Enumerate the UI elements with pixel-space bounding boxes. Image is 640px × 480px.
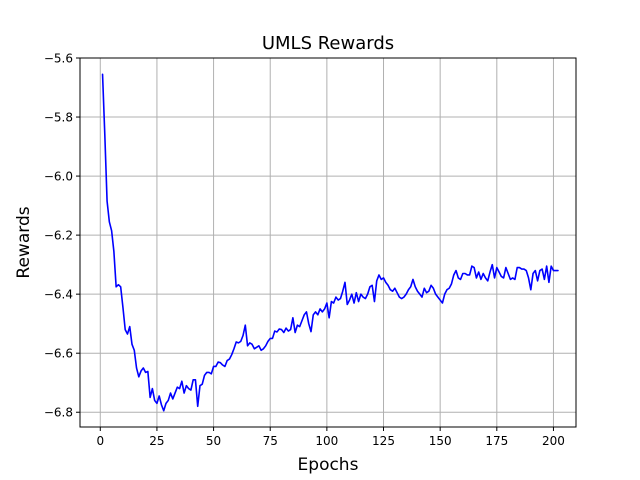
grid-lines (80, 57, 576, 427)
series-layer (101, 73, 559, 412)
y-tick-label: −5.6 (44, 52, 73, 66)
x-axis-ticks: 0 25 50 75 100 125 150 175 200 (96, 427, 565, 448)
y-axis-ticks: −6.8 −6.6 −6.4 −6.2 −6.0 −5.8 −5.6 (44, 52, 80, 420)
chart-title: UMLS Rewards (262, 33, 394, 54)
plot-frame (79, 57, 577, 428)
y-tick-label: −6.0 (44, 170, 73, 184)
y-tick-label: −6.8 (44, 406, 73, 420)
x-tick-label: 25 (149, 434, 164, 448)
x-tick-label: 125 (372, 434, 395, 448)
x-tick-label: 75 (263, 434, 278, 448)
reward-series-line (101, 73, 559, 412)
x-tick-label: 100 (315, 434, 338, 448)
x-tick-label: 175 (485, 434, 508, 448)
y-tick-label: −6.2 (44, 229, 73, 243)
x-tick-label: 150 (429, 434, 452, 448)
x-tick-label: 50 (206, 434, 221, 448)
y-axis-label: Rewards (14, 206, 34, 278)
x-tick-label: 0 (96, 434, 104, 448)
y-tick-label: −5.8 (44, 111, 73, 125)
y-tick-label: −6.6 (44, 347, 73, 361)
y-tick-label: −6.4 (44, 288, 73, 302)
x-axis-label: Epochs (298, 455, 359, 475)
x-tick-label: 200 (542, 434, 565, 448)
